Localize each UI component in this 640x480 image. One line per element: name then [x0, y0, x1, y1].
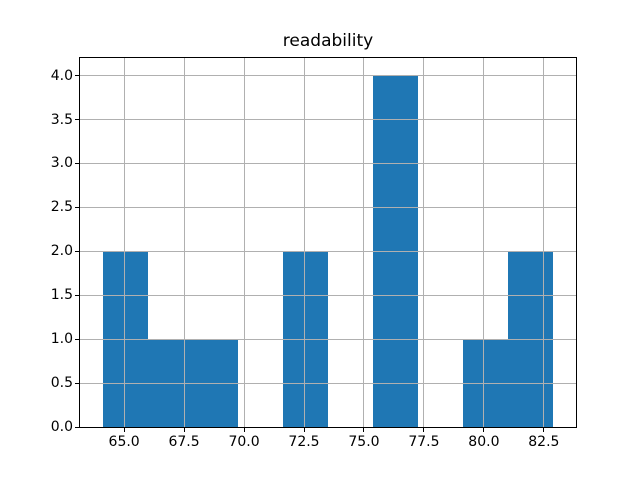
y-tick-mark [75, 206, 79, 208]
grid-line-horizontal [80, 250, 576, 252]
grid-line-vertical [243, 58, 245, 427]
x-tick-mark [303, 428, 305, 432]
y-tick-label: 1.0 [50, 331, 73, 348]
x-tick-label: 70.0 [228, 434, 260, 450]
x-tick-mark [243, 428, 245, 432]
x-tick-mark [543, 428, 545, 432]
y-tick-label: 1.5 [50, 287, 73, 304]
x-tick-label: 75.0 [348, 434, 380, 450]
grid-line-vertical [483, 58, 485, 427]
grid-line-horizontal [80, 338, 576, 340]
grid-line-horizontal [80, 206, 576, 208]
grid-line-vertical [183, 58, 185, 427]
y-tick-mark [75, 294, 79, 296]
y-tick-mark [75, 75, 79, 77]
x-tick-mark [363, 428, 365, 432]
y-tick-label: 4.0 [50, 67, 73, 84]
y-tick-mark [75, 162, 79, 164]
y-tick-mark [75, 119, 79, 120]
x-tick-label: 80.0 [468, 434, 500, 450]
x-tick-label: 82.5 [528, 434, 560, 450]
y-tick-mark [75, 426, 79, 428]
y-tick-label: 2.0 [50, 243, 73, 260]
x-tick-mark [123, 428, 125, 432]
x-tick-label: 77.5 [408, 434, 440, 450]
grid-line-horizontal [80, 75, 576, 77]
plot-area [79, 57, 577, 428]
grid-line-vertical [543, 58, 545, 427]
x-tick-mark [423, 428, 425, 432]
x-tick-label: 72.5 [288, 434, 320, 450]
x-tick-label: 65.0 [108, 434, 140, 450]
grid-line-horizontal [80, 119, 576, 120]
x-tick-mark [183, 428, 185, 432]
grid-line-horizontal [80, 162, 576, 164]
y-tick-mark [75, 338, 79, 340]
grid-line-vertical [303, 58, 305, 427]
grid-line-horizontal [80, 294, 576, 296]
y-tick-label: 3.0 [50, 155, 73, 172]
grid-line-vertical [423, 58, 425, 427]
y-tick-label: 2.5 [50, 199, 73, 216]
x-tick-mark [483, 428, 485, 432]
grid-line-vertical [363, 58, 365, 427]
y-tick-label: 3.5 [50, 111, 73, 128]
y-tick-mark [75, 382, 79, 384]
x-tick-label: 67.5 [168, 434, 200, 450]
grid-line-horizontal [80, 382, 576, 384]
y-tick-label: 0.0 [50, 419, 73, 435]
y-tick-mark [75, 250, 79, 252]
chart-title: readability [282, 31, 374, 51]
y-tick-label: 0.5 [50, 375, 73, 392]
grid-line-vertical [123, 58, 125, 427]
